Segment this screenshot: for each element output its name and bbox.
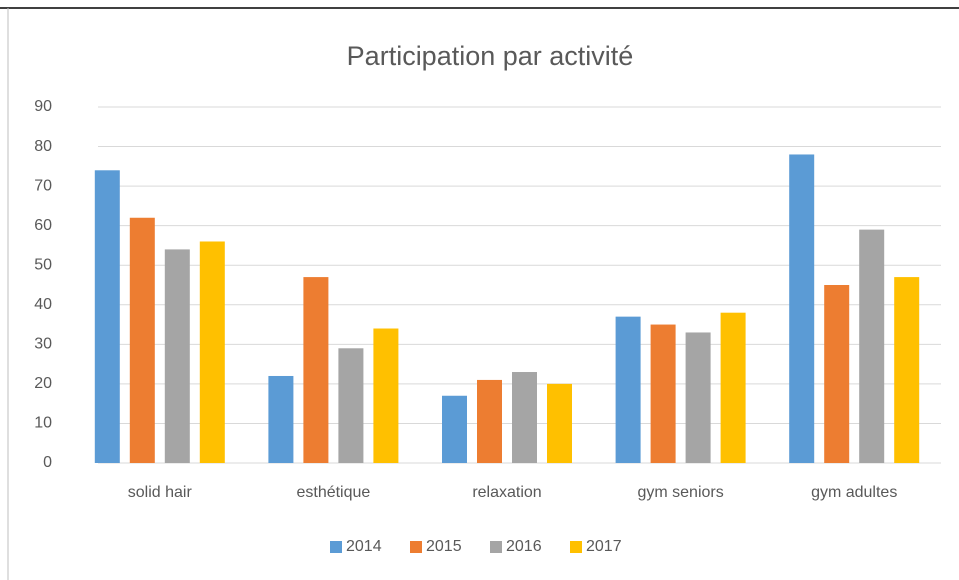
x-tick-label: gym seniors	[637, 484, 723, 501]
y-tick-label: 10	[34, 415, 52, 432]
y-tick-label: 40	[34, 296, 52, 313]
bar	[720, 312, 746, 463]
bar	[615, 316, 641, 463]
bar	[442, 395, 467, 463]
legend-label: 2015	[426, 538, 462, 555]
chart-title: Participation par activité	[347, 41, 634, 71]
y-tick-label: 0	[43, 454, 52, 471]
y-tick-label: 90	[34, 98, 52, 115]
legend-label: 2014	[346, 538, 382, 555]
bar	[547, 383, 572, 463]
y-tick-label: 50	[34, 256, 52, 273]
bar	[650, 324, 676, 463]
bar	[164, 249, 190, 463]
bar	[859, 229, 885, 463]
legend-label: 2017	[586, 538, 622, 555]
legend-swatch	[570, 541, 582, 553]
bar	[94, 170, 120, 464]
bar	[824, 285, 850, 463]
legend-label: 2016	[506, 538, 542, 555]
bar	[894, 277, 920, 463]
x-tick-label: esthétique	[296, 484, 370, 501]
bar	[303, 277, 329, 463]
bar	[199, 241, 225, 463]
y-tick-label: 70	[34, 177, 52, 194]
y-tick-label: 80	[34, 138, 52, 155]
legend-swatch	[330, 541, 342, 553]
y-tick-label: 30	[34, 336, 52, 353]
bar	[268, 375, 294, 463]
bar	[512, 372, 537, 463]
y-tick-label: 60	[34, 217, 52, 234]
x-tick-label: gym adultes	[811, 484, 897, 501]
bar	[477, 379, 502, 463]
x-tick-label: relaxation	[472, 484, 541, 501]
x-tick-label: solid hair	[128, 484, 193, 501]
bar	[373, 328, 399, 463]
bar	[129, 217, 155, 463]
bar	[685, 332, 711, 463]
bar	[338, 348, 364, 463]
legend-swatch	[410, 541, 422, 553]
y-tick-label: 20	[34, 375, 52, 392]
bar	[789, 154, 815, 463]
legend-swatch	[490, 541, 502, 553]
